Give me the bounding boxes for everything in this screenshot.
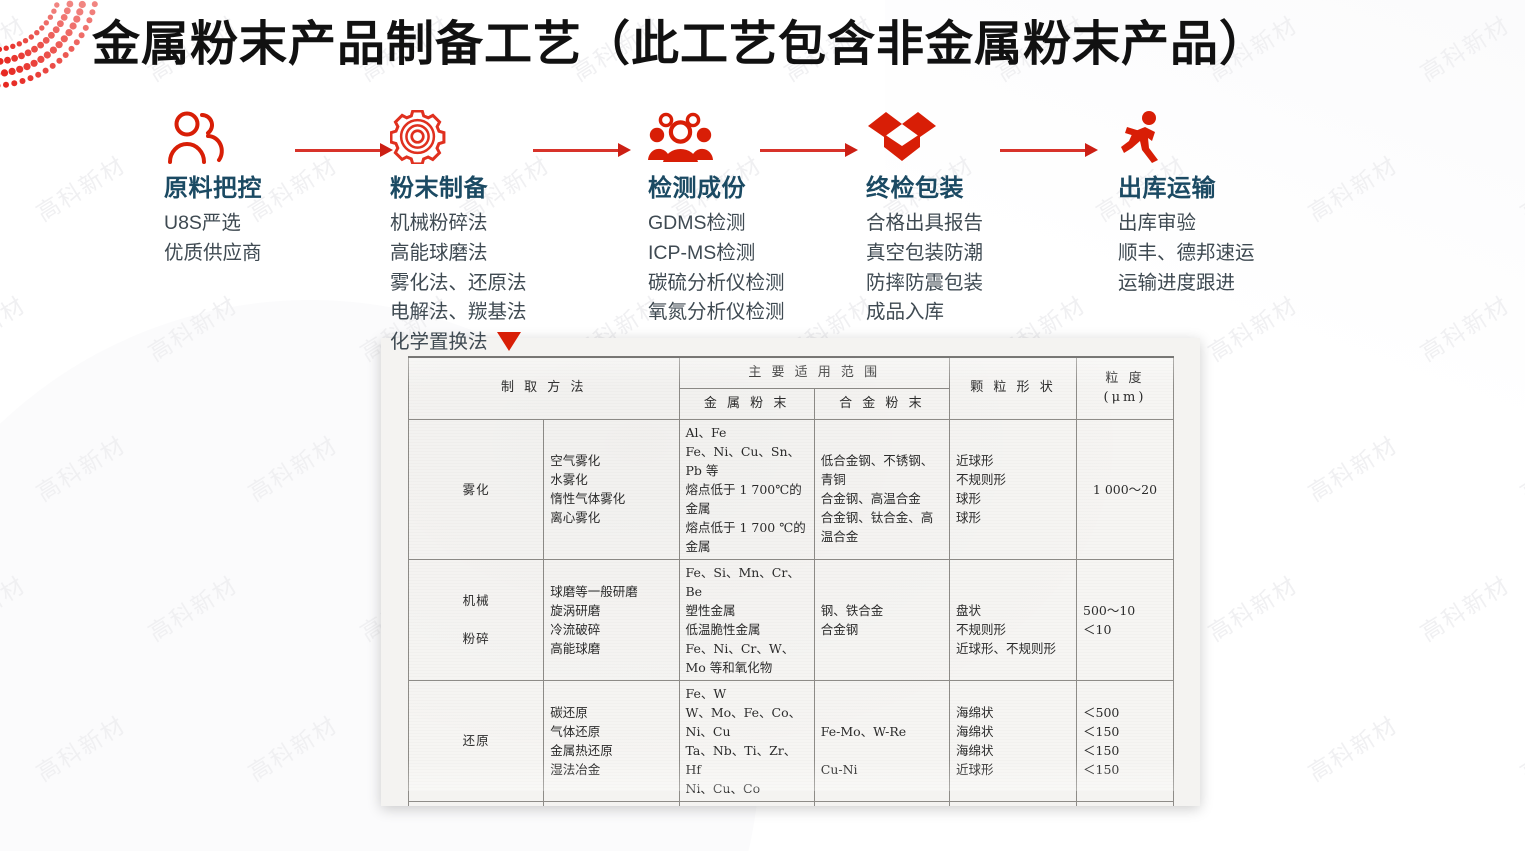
th-alloy-powder: 合 金 粉 末 [813, 387, 951, 420]
cell-alloy: Fe-Mo、W-Re Cu-Ni [813, 679, 951, 802]
table-header-row-1: 制 取 方 法 主 要 适 用 范 围 颗 粒 形 状 粒 度 (μm) [408, 356, 1174, 420]
flow-arrow-3 [760, 142, 860, 160]
cell-alloy: 钢、铁合金 合金钢 [813, 558, 951, 681]
cell-method: 机械 粉碎 [407, 558, 545, 681]
cell-sub-method: 碳还原 气体还原 金属热还原 湿法冶金 [543, 679, 680, 802]
th-metal-powder: 金 属 粉 末 [678, 387, 815, 420]
cell-method: 还原 [407, 679, 545, 802]
flow-step-line: U8S严选 [164, 212, 241, 235]
table-header-row-2: 金 属 粉 末 合 金 粉 末 [409, 387, 1174, 420]
flow-step-lines: 机械粉碎法 高能球磨法 雾化法、还原法 电解法、羰基法 化学置换法 [390, 209, 620, 357]
gear-icon [390, 108, 620, 164]
flow-step-2[interactable]: 粉末制备 机械粉碎法 高能球磨法 雾化法、还原法 电解法、羰基法 化学置换法 [390, 108, 620, 358]
flow-step-line: 高能球磨法 [390, 242, 488, 265]
flow-step-3[interactable]: 检测成份 GDMS检测 ICP-MS检测 碳硫分析仪检测 氧氮分析仪检测 [648, 108, 868, 328]
flow-arrow-4 [1000, 142, 1100, 160]
watermark-text: 高科新材 [1515, 711, 1525, 787]
flow-step-line: 雾化法、还原法 [390, 271, 527, 294]
flow-step-line: GDMS检测 [648, 212, 746, 235]
flow-step-line: ICP-MS检测 [648, 242, 756, 265]
scanned-table-panel: 制 取 方 法 主 要 适 用 范 围 颗 粒 形 状 粒 度 (μm) 金 属… [381, 338, 1200, 806]
watermark-text: 高科新材 [1201, 846, 1304, 851]
table-row: 还原 碳还原 气体还原 金属热还原 湿法冶金 Fe、W W、Mo、Fe、Co、N… [407, 679, 1174, 802]
flow-step-line-with-marker: 化学置换法 [390, 328, 620, 358]
flow-step-lines: 出库审验 顺丰、德邦速运 运输进度跟进 [1118, 209, 1338, 298]
flow-step-title: 原料把控 [164, 175, 262, 202]
group-people-icon [648, 108, 868, 164]
flow-arrow-1 [295, 142, 395, 160]
flow-step-title: 粉末制备 [390, 175, 488, 202]
watermark-text: 高科新材 [1413, 846, 1516, 851]
cell-size: 500～10 ＜10 [1076, 558, 1174, 681]
watermark-text: 高科新材 [989, 846, 1092, 851]
red-down-triangle-icon [496, 331, 521, 351]
th-size: 粒 度 (μm) [1076, 356, 1174, 420]
cell-shape: 盘状 不规则形 近球形、不规则形 [949, 558, 1077, 681]
cell-sub-method: 球磨等一般研磨 旋涡研磨 冷流破碎 高能球磨 [543, 558, 680, 681]
flow-step-line: 机械粉碎法 [390, 212, 488, 235]
cell-method: 雾化 [407, 418, 545, 560]
flow-step-line: 氧氮分析仪检测 [648, 301, 785, 324]
flow-step-4[interactable]: 终检包装 合格出具报告 真空包装防潮 防摔防震包装 成品入库 [866, 108, 1086, 328]
th-size-label: 粒 度 [1105, 370, 1145, 386]
flow-step-line: 成品入库 [866, 301, 945, 324]
table-row: 机械 粉碎 球磨等一般研磨 旋涡研磨 冷流破碎 高能球磨 Fe、Si、Mn、Cr… [407, 558, 1174, 681]
flow-step-line-text: 化学置换法 [390, 330, 488, 353]
flow-step-line: 出库审验 [1118, 212, 1197, 235]
flow-step-line: 优质供应商 [164, 242, 262, 265]
flow-step-line: 运输进度跟进 [1118, 271, 1236, 294]
dot-arc-decoration [0, 0, 98, 88]
flow-step-1[interactable]: 原料把控 U8S严选 优质供应商 [164, 108, 374, 269]
flow-step-line: 合格出具报告 [866, 212, 984, 235]
th-scope: 主 要 适 用 范 围 [678, 356, 950, 389]
watermark-text: 高科新材 [1303, 711, 1403, 787]
flow-arrow-2 [533, 142, 633, 160]
cell-method: 电解 [407, 800, 545, 806]
th-size-unit: (μm) [1103, 390, 1147, 406]
cell-metal: Al、Fe Fe、Ni、Cu、Sn、Pb 等 熔点低于 1 700℃的金属 熔点… [678, 418, 815, 560]
cell-size: 1 000～20 [1076, 418, 1174, 560]
th-method: 制 取 方 法 [408, 356, 680, 420]
cell-metal: Fe、W W、Mo、Fe、Co、Ni、Cu Ta、Nb、Ti、Zr、Hf Ni、… [678, 679, 815, 802]
cell-size: ＜150 ＜1 000 [1076, 800, 1174, 806]
flow-step-lines: GDMS检测 ICP-MS检测 碳硫分析仪检测 氧氮分析仪检测 [648, 209, 868, 328]
scanned-table-inner: 制 取 方 法 主 要 适 用 范 围 颗 粒 形 状 粒 度 (μm) 金 属… [407, 356, 1174, 806]
cell-shape: 海绵状 海绵状 海绵状 近球形 [949, 679, 1077, 802]
open-box-icon [866, 108, 1086, 164]
two-people-icon [164, 108, 374, 164]
table-row: 雾化 空气雾化 水雾化 惰性气体雾化 离心雾化 Al、Fe Fe、Ni、Cu、S… [407, 418, 1174, 560]
process-flow: 原料把控 U8S严选 优质供应商 粉末制备 机械粉碎法 高能球 [0, 108, 1525, 353]
powder-methods-table: 制 取 方 法 主 要 适 用 范 围 颗 粒 形 状 粒 度 (μm) 金 属… [407, 356, 1174, 806]
cell-sub-method: 空气雾化 水雾化 惰性气体雾化 离心雾化 [543, 418, 680, 560]
flow-step-5[interactable]: 出库运输 出库审验 顺丰、德邦速运 运输进度跟进 [1118, 108, 1338, 298]
flow-step-lines: 合格出具报告 真空包装防潮 防摔防震包装 成品入库 [866, 209, 1086, 328]
flow-step-title: 终检包装 [866, 175, 964, 202]
cell-shape: 近球形 不规则形 球形 球形 [949, 418, 1077, 560]
flow-step-title: 出库运输 [1118, 175, 1216, 202]
cell-sub-method: 水溶液电解 熔盐电解 [543, 800, 680, 806]
th-shape: 颗 粒 形 状 [949, 356, 1077, 420]
watermark-text: 高科新材 [777, 846, 880, 851]
flow-step-line: 碳硫分析仪检测 [648, 271, 785, 294]
cell-shape: 树枝晶形或不 规则形 [949, 800, 1077, 806]
cell-metal: Fe、Cu、Ni、Ag、Cr、Mn Zr、Th、Be、Ta、Ti [678, 800, 815, 806]
table-row: 电解 水溶液电解 熔盐电解 Fe、Cu、Ni、Ag、Cr、Mn Zr、Th、Be… [407, 800, 1174, 806]
flow-step-line: 顺丰、德邦速运 [1118, 242, 1255, 265]
flow-step-title: 检测成份 [648, 175, 746, 202]
flow-step-line: 防摔防震包装 [866, 271, 984, 294]
flow-step-line: 真空包装防潮 [866, 242, 984, 265]
cell-alloy: 低合金钢、不锈钢、青铜 合金钢、高温合金 合金钢、钛合金、高温合金 [813, 418, 951, 560]
cell-size: ＜500 ＜150 ＜150 ＜150 [1076, 679, 1174, 802]
flow-step-line: 电解法、羰基法 [390, 301, 527, 324]
flow-step-lines: U8S严选 优质供应商 [164, 209, 374, 268]
cell-alloy: Fe-Ni、Fe-Mn、Fe-Mo、 Cu-Ni、Cu-Zn 等 [813, 800, 951, 806]
running-person-icon [1118, 108, 1338, 164]
cell-metal: Fe、Si、Mn、Cr、Be 塑性金属 低温脆性金属 Fe、Ni、Cr、W、Mo… [678, 558, 815, 681]
page-title: 金属粉末产品制备工艺（此工艺包含非金属粉末产品） [92, 16, 1269, 72]
